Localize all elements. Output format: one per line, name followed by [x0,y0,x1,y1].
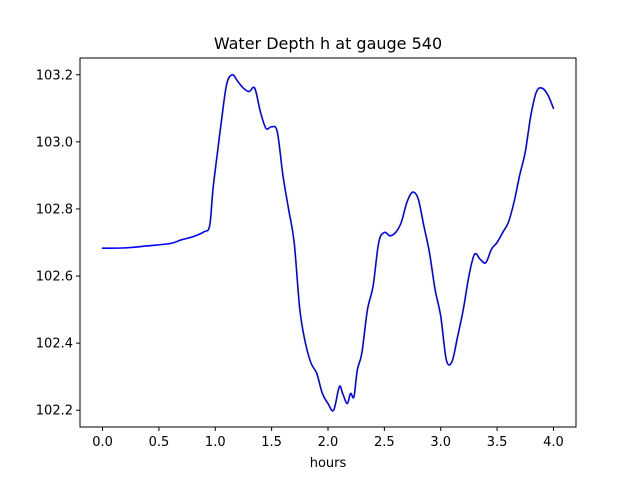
x-tick-label: 2.0 [318,435,339,450]
axes-frame [79,57,577,428]
y-axis: 102.2 102.4 102.6 102.8 103.0 103.2 [36,68,80,419]
plot-area [101,73,555,412]
y-tick-label: 102.4 [36,337,73,352]
y-tick-label: 102.8 [36,202,73,217]
y-tick-label: 102.6 [36,270,73,285]
x-tick-label: 1.5 [261,435,282,450]
x-tick-label: 0.0 [92,435,113,450]
y-tick-label: 103.0 [36,135,73,150]
x-tick-label: 1.0 [205,435,226,450]
x-tick-label: 3.0 [430,435,451,450]
chart-title: Water Depth h at gauge 540 [214,34,442,53]
y-tick-label: 103.2 [36,68,73,83]
x-axis: 0.0 0.5 1.0 1.5 2.0 2.5 3.0 3.5 4.0 [92,427,564,450]
x-axis-label: hours [310,456,347,471]
series-line-0 [101,73,555,412]
x-tick-label: 4.0 [543,435,564,450]
x-tick-label: 2.5 [374,435,395,450]
x-tick-label: 0.5 [149,435,170,450]
x-tick-label: 3.5 [487,435,508,450]
y-tick-label: 102.2 [36,404,73,419]
